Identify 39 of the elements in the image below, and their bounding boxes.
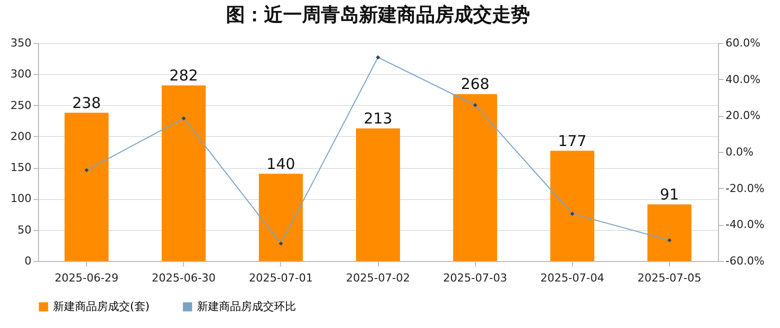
y2-tick-label: -20.0% (726, 182, 764, 195)
legend-label: 新建商品房成交环比 (197, 300, 296, 313)
data-label: 268 (460, 75, 490, 94)
x-tick-label: 2025-07-05 (637, 272, 702, 284)
x-tick-label: 2025-07-03 (443, 272, 508, 284)
y-tick-label: 200 (10, 130, 32, 143)
bar (64, 112, 109, 261)
y-tick-label: 150 (10, 161, 32, 174)
bar (162, 85, 206, 261)
bar (550, 150, 594, 261)
bar (647, 204, 692, 261)
chart-title: 图：近一周青岛新建商品房成交走势 (226, 4, 530, 26)
y2-tick-label: 20.0% (726, 109, 760, 122)
y2-tick-label: -40.0% (726, 218, 764, 232)
x-tick-label: 2025-07-02 (346, 272, 410, 284)
data-label: 140 (266, 154, 296, 173)
data-label: 282 (169, 66, 198, 84)
y-tick-label: 100 (10, 192, 32, 206)
y-tick-label: 350 (10, 36, 32, 50)
x-tick-label: 2025-07-01 (248, 272, 313, 284)
y-tick-label: 0 (24, 254, 32, 268)
bar (258, 174, 303, 261)
x-tick-label: 2025-06-29 (54, 272, 119, 284)
data-label: 91 (660, 185, 679, 204)
y2-tick-label: -60.0% (726, 254, 764, 268)
y-tick-label: 50 (18, 223, 32, 236)
y2-tick-label: 60.0% (726, 36, 760, 50)
x-tick-label: 2025-07-04 (540, 272, 604, 284)
data-label: 213 (364, 109, 392, 128)
y2-tick-label: 40.0% (726, 72, 760, 86)
data-label: 177 (558, 132, 587, 150)
bar (356, 128, 400, 261)
y2-tick-label: 0.0% (726, 146, 754, 158)
y-tick-label: 250 (10, 98, 32, 112)
y-tick-label: 300 (10, 68, 32, 81)
bar (453, 94, 498, 261)
x-tick-label: 2025-06-30 (152, 272, 216, 284)
data-label: 238 (72, 94, 101, 112)
legend-label: 新建商品房成交(套) (53, 300, 150, 313)
